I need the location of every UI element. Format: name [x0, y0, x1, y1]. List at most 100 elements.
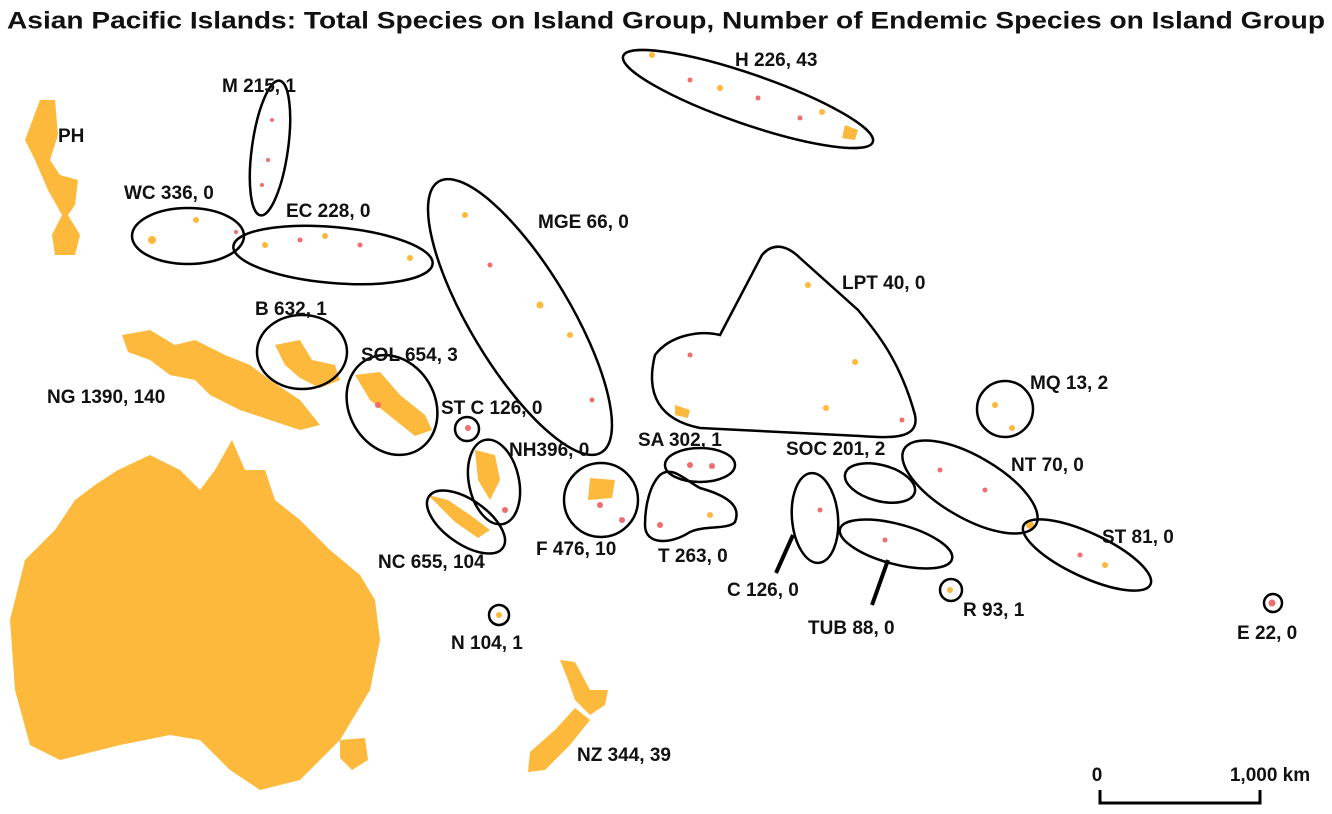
dot [496, 612, 502, 618]
dot [487, 262, 493, 268]
outline [901, 439, 1039, 535]
group-label: SA 302, 1 [638, 430, 722, 451]
group-label: NT 70, 0 [1011, 455, 1084, 476]
dot [619, 517, 625, 523]
scale-bar: 0 1,000 km [1092, 765, 1310, 805]
outline [426, 177, 614, 457]
dot [805, 282, 811, 288]
group-label: T 263, 0 [658, 546, 728, 567]
dot [597, 502, 603, 508]
dot [462, 212, 468, 218]
species-dots [148, 52, 1276, 618]
pointer [774, 534, 795, 574]
outline [130, 206, 246, 266]
dot [260, 183, 264, 187]
outline [466, 438, 522, 526]
dot [797, 115, 803, 121]
new-guinea [122, 330, 320, 430]
dot [193, 217, 199, 223]
dot [589, 397, 595, 403]
dot [687, 462, 693, 468]
outline [843, 462, 917, 504]
outline [790, 471, 840, 565]
group-outlines [130, 48, 1284, 627]
group-label: MGE 66, 0 [538, 212, 629, 233]
group-label: NH396, 0 [509, 440, 589, 461]
group-label: WC 336, 0 [124, 183, 214, 204]
group-label: NC 655, 104 [378, 552, 485, 573]
dot [407, 255, 413, 261]
group-label: E 22, 0 [1237, 623, 1297, 644]
group-label: NG 1390, 140 [47, 387, 165, 408]
dot [375, 402, 381, 408]
dot [687, 352, 693, 358]
dot [465, 425, 471, 431]
dot [899, 417, 905, 423]
group-label: SOL 654, 3 [361, 345, 458, 366]
new-zealand-south [528, 708, 590, 772]
dot [819, 109, 825, 115]
group-label: F 476, 10 [536, 539, 616, 560]
outline [453, 415, 481, 443]
dot [687, 77, 693, 83]
pointer [870, 559, 890, 606]
australia [10, 440, 380, 790]
dot [536, 301, 544, 309]
scale-end-label: 1,000 km [1230, 765, 1310, 786]
outline [621, 48, 875, 150]
scale-bar-line [1098, 790, 1262, 805]
dot [148, 236, 156, 244]
group-label: TUB 88, 0 [808, 618, 895, 639]
group-label: EC 228, 0 [286, 201, 371, 222]
group-label: R 93, 1 [963, 600, 1025, 621]
group-label: B 632, 1 [255, 299, 327, 320]
dot [297, 237, 303, 243]
group-label: C 126, 0 [727, 580, 799, 601]
dot [357, 242, 363, 248]
dot [823, 405, 829, 411]
dot [649, 52, 655, 58]
outline [643, 470, 738, 543]
outline [248, 79, 292, 217]
dot [657, 522, 663, 528]
dot [947, 587, 953, 593]
dot [1026, 521, 1034, 529]
dot [567, 332, 573, 338]
dot [852, 359, 858, 365]
outline [838, 518, 954, 570]
outline [255, 313, 349, 391]
dot [1009, 425, 1015, 431]
dot [817, 507, 823, 513]
dot [1102, 562, 1108, 568]
group-labels: PH M 215, 1 WC 336, 0 EC 228, 0 H 226, 4… [47, 50, 1297, 766]
group-label: M 215, 1 [222, 76, 296, 97]
dot [266, 158, 270, 162]
map-title: Asian Pacific Islands: Total Species on … [7, 7, 1325, 34]
group-label: H 226, 43 [735, 50, 817, 71]
group-label: LPT 40, 0 [842, 273, 925, 294]
dot [755, 95, 761, 101]
dot [717, 85, 723, 91]
tasmania [340, 738, 368, 770]
group-label: SOC 201, 2 [786, 439, 885, 460]
outline [1262, 592, 1284, 614]
dot [992, 402, 998, 408]
group-label: NZ 344, 39 [577, 745, 671, 766]
dot [234, 230, 238, 234]
landmasses [10, 100, 858, 790]
dot [262, 242, 268, 248]
group-label: ST 81, 0 [1102, 527, 1174, 548]
dot [882, 537, 888, 543]
group-label: ST C 126, 0 [441, 398, 542, 419]
dot [502, 507, 508, 513]
island-chain [275, 125, 858, 538]
outline [487, 603, 511, 627]
outline [650, 245, 917, 439]
scale-start-label: 0 [1092, 765, 1103, 786]
outline [562, 461, 640, 539]
dot [707, 512, 713, 518]
dot [709, 463, 715, 469]
dot [982, 487, 988, 493]
dot [1077, 552, 1083, 558]
